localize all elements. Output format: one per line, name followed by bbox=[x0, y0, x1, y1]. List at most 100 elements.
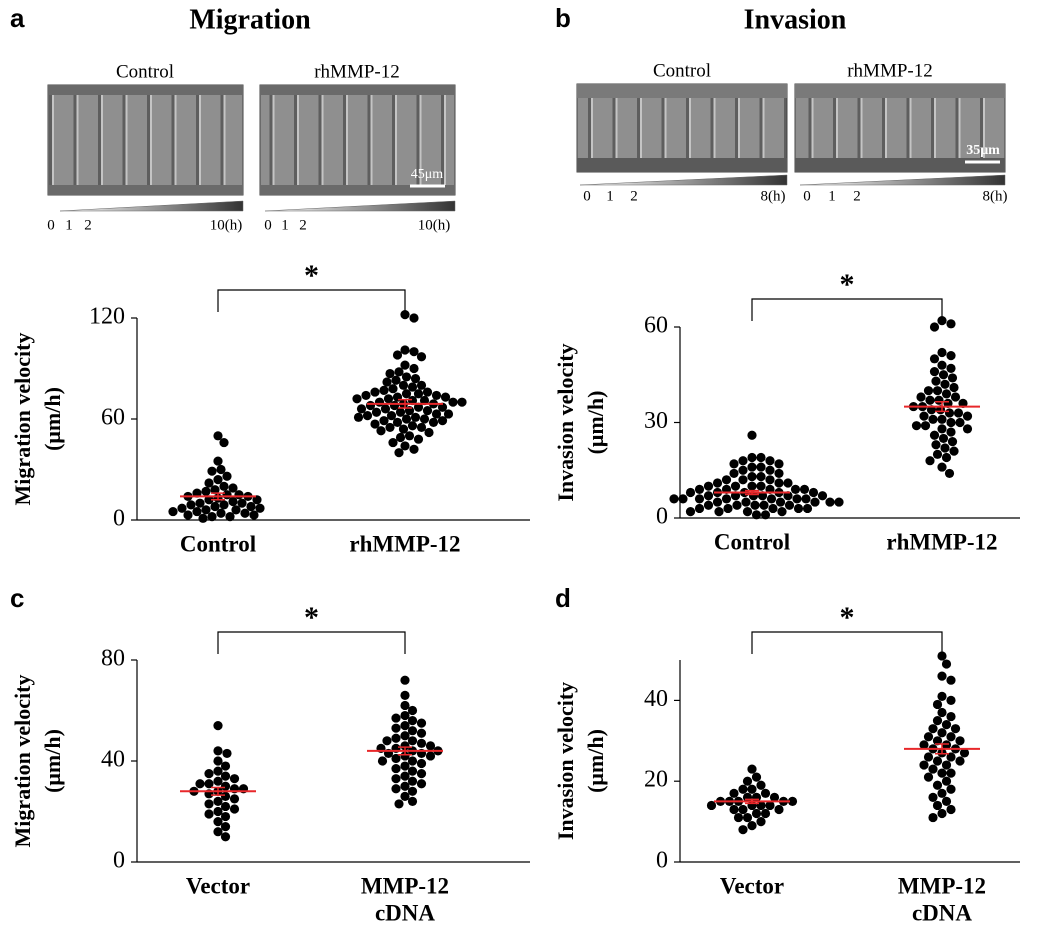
error-bar bbox=[745, 798, 759, 805]
data-point bbox=[410, 374, 421, 384]
panel-label: b bbox=[555, 3, 571, 33]
data-point bbox=[213, 806, 223, 817]
data-point bbox=[940, 379, 950, 389]
time-label: 1 bbox=[281, 217, 289, 233]
data-point bbox=[225, 512, 235, 522]
time-label: 10(h) bbox=[418, 217, 451, 233]
data-point bbox=[937, 651, 947, 661]
data-point bbox=[769, 792, 780, 802]
data-point bbox=[220, 801, 231, 812]
data-point bbox=[751, 510, 762, 520]
data-point bbox=[213, 475, 223, 485]
data-point bbox=[204, 478, 214, 488]
data-point bbox=[443, 409, 454, 419]
data-point bbox=[407, 705, 418, 716]
data-point bbox=[929, 354, 940, 364]
data-point bbox=[380, 404, 391, 414]
y-axis-label: Migration velocity bbox=[10, 333, 35, 506]
y-tick-label: 30 bbox=[644, 408, 668, 434]
data-point bbox=[431, 409, 442, 419]
data-point bbox=[669, 494, 679, 504]
data-point bbox=[946, 319, 956, 329]
data-point bbox=[949, 446, 959, 456]
data-point bbox=[437, 416, 448, 426]
data-point bbox=[950, 724, 961, 734]
micrograph bbox=[259, 84, 456, 196]
data-point bbox=[944, 408, 955, 418]
data-point bbox=[941, 720, 952, 730]
data-point bbox=[919, 411, 929, 421]
x-tick-label: rhMMP-12 bbox=[349, 531, 460, 556]
error-bar bbox=[935, 743, 949, 755]
data-point bbox=[946, 351, 956, 361]
data-point bbox=[391, 784, 401, 794]
data-point bbox=[240, 508, 250, 518]
data-point bbox=[738, 804, 748, 815]
data-point bbox=[437, 402, 448, 412]
data-point bbox=[929, 322, 940, 332]
data-point bbox=[416, 758, 427, 769]
data-point bbox=[192, 488, 202, 498]
data-point bbox=[422, 387, 433, 397]
data-point bbox=[395, 407, 406, 417]
data-point bbox=[747, 430, 757, 440]
data-point bbox=[916, 392, 926, 402]
data-point bbox=[768, 503, 778, 514]
data-point bbox=[955, 417, 965, 428]
time-label: 1 bbox=[65, 217, 73, 233]
data-point bbox=[204, 799, 214, 809]
data-point bbox=[362, 411, 373, 421]
time-label: 1 bbox=[606, 188, 614, 204]
error-bar bbox=[398, 746, 412, 756]
data-point bbox=[416, 728, 427, 738]
data-point bbox=[932, 736, 943, 746]
data-point bbox=[919, 760, 929, 770]
significance-bracket bbox=[217, 631, 406, 654]
data-point bbox=[937, 691, 947, 701]
y-tick-label: 0 bbox=[656, 504, 668, 530]
data-point bbox=[949, 382, 959, 393]
data-point bbox=[407, 736, 418, 746]
data-point bbox=[694, 503, 705, 514]
data-point bbox=[219, 437, 229, 448]
data-point bbox=[721, 494, 732, 504]
y-axis-label: Invasion velocity bbox=[553, 343, 578, 501]
data-point bbox=[448, 397, 458, 407]
data-point bbox=[729, 804, 739, 815]
data-point bbox=[946, 768, 956, 778]
x-tick-label: Control bbox=[714, 529, 790, 554]
data-point bbox=[401, 414, 412, 424]
y-axis-label: Invasion velocity bbox=[553, 682, 578, 840]
data-point bbox=[229, 774, 240, 784]
data-point bbox=[183, 510, 193, 520]
error-bar bbox=[935, 401, 949, 413]
image-label: Control bbox=[116, 61, 174, 82]
data-point bbox=[388, 384, 398, 394]
data-point bbox=[394, 448, 404, 458]
data-point bbox=[729, 459, 739, 469]
data-point bbox=[703, 500, 714, 510]
data-point bbox=[416, 352, 427, 362]
data-point bbox=[394, 367, 404, 377]
data-point bbox=[802, 503, 813, 514]
data-point bbox=[729, 788, 739, 798]
data-point bbox=[946, 675, 956, 685]
data-point bbox=[747, 462, 757, 472]
data-point bbox=[407, 716, 418, 726]
data-point bbox=[747, 481, 757, 491]
data-point bbox=[213, 756, 223, 766]
y-tick-label: 20 bbox=[644, 767, 668, 793]
data-point bbox=[774, 459, 784, 469]
data-point bbox=[774, 804, 784, 815]
data-point bbox=[198, 513, 208, 523]
data-point bbox=[747, 452, 757, 463]
data-point bbox=[834, 497, 844, 507]
data-point bbox=[747, 784, 757, 794]
data-point bbox=[774, 478, 784, 488]
significance-bracket bbox=[751, 298, 943, 321]
data-point bbox=[195, 779, 205, 789]
data-point bbox=[955, 736, 965, 746]
data-point bbox=[920, 421, 931, 431]
data-point bbox=[400, 675, 410, 685]
data-point bbox=[220, 811, 231, 822]
